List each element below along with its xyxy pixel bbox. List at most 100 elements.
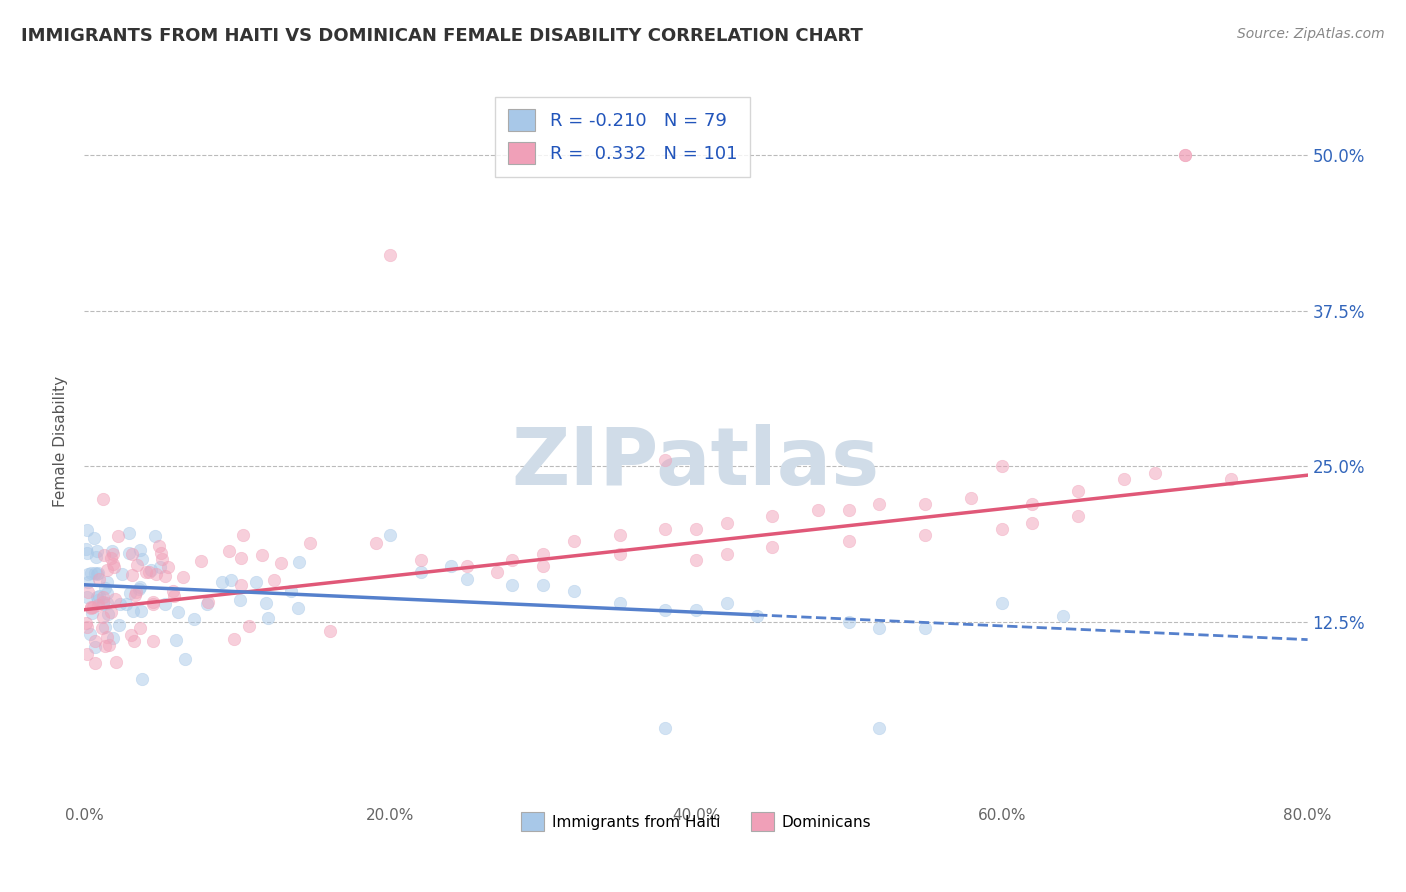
Point bbox=[1174, 148, 1197, 162]
Point bbox=[486, 566, 509, 580]
Point bbox=[229, 578, 252, 592]
Point bbox=[1174, 148, 1197, 162]
Point bbox=[143, 529, 166, 543]
Point bbox=[77, 585, 100, 599]
Point bbox=[716, 516, 738, 530]
Point bbox=[153, 568, 176, 582]
Point bbox=[229, 593, 252, 607]
Point bbox=[685, 603, 707, 617]
Point bbox=[91, 491, 114, 506]
Point bbox=[87, 589, 110, 603]
Point bbox=[79, 627, 101, 641]
Point bbox=[117, 526, 139, 541]
Point bbox=[129, 543, 152, 558]
Point bbox=[86, 593, 108, 607]
Y-axis label: Female Disability: Female Disability bbox=[53, 376, 69, 508]
Point bbox=[108, 618, 131, 632]
Point bbox=[531, 578, 554, 592]
Point bbox=[86, 544, 108, 558]
Point bbox=[366, 535, 388, 549]
Point bbox=[456, 572, 478, 586]
Point bbox=[96, 595, 118, 609]
Point bbox=[914, 497, 936, 511]
Point bbox=[440, 559, 463, 574]
Point bbox=[174, 651, 197, 665]
Text: IMMIGRANTS FROM HAITI VS DOMINICAN FEMALE DISABILITY CORRELATION CHART: IMMIGRANTS FROM HAITI VS DOMINICAN FEMAL… bbox=[21, 27, 863, 45]
Point bbox=[142, 597, 165, 611]
Point bbox=[82, 599, 104, 614]
Point bbox=[124, 588, 146, 602]
Point bbox=[685, 553, 707, 567]
Point bbox=[122, 634, 145, 648]
Point bbox=[761, 541, 783, 555]
Point bbox=[101, 544, 124, 558]
Point bbox=[93, 610, 115, 624]
Point bbox=[101, 631, 124, 645]
Point bbox=[153, 598, 176, 612]
Point bbox=[76, 620, 98, 634]
Point bbox=[125, 585, 148, 599]
Point bbox=[135, 565, 157, 579]
Point bbox=[1021, 516, 1043, 530]
Point bbox=[101, 547, 124, 561]
Point bbox=[104, 655, 127, 669]
Point bbox=[91, 597, 114, 611]
Point bbox=[654, 522, 676, 536]
Point bbox=[531, 559, 554, 574]
Point bbox=[838, 534, 860, 549]
Point bbox=[91, 595, 114, 609]
Point bbox=[139, 563, 162, 577]
Point bbox=[131, 552, 153, 566]
Point bbox=[219, 573, 242, 587]
Point bbox=[80, 600, 103, 615]
Point bbox=[120, 628, 142, 642]
Point bbox=[195, 597, 218, 611]
Point bbox=[145, 566, 167, 581]
Point bbox=[76, 590, 98, 604]
Point bbox=[456, 559, 478, 574]
Point bbox=[76, 648, 98, 662]
Point bbox=[165, 632, 187, 647]
Point bbox=[654, 721, 676, 735]
Point bbox=[991, 597, 1014, 611]
Point bbox=[76, 546, 98, 560]
Point bbox=[252, 549, 274, 563]
Point bbox=[609, 597, 631, 611]
Text: ZIPatlas: ZIPatlas bbox=[512, 425, 880, 502]
Point bbox=[127, 558, 149, 572]
Point bbox=[218, 544, 240, 558]
Point bbox=[77, 574, 100, 589]
Point bbox=[838, 615, 860, 630]
Point bbox=[118, 586, 141, 600]
Point bbox=[914, 621, 936, 635]
Point bbox=[84, 549, 107, 564]
Point bbox=[1067, 484, 1090, 499]
Point bbox=[380, 248, 402, 262]
Point bbox=[121, 604, 143, 618]
Point bbox=[197, 594, 219, 608]
Point bbox=[716, 547, 738, 561]
Point bbox=[232, 528, 254, 542]
Point bbox=[156, 559, 179, 574]
Point bbox=[96, 630, 118, 644]
Point bbox=[82, 607, 104, 621]
Point bbox=[163, 589, 186, 603]
Point bbox=[94, 639, 117, 653]
Point bbox=[807, 503, 830, 517]
Point bbox=[299, 536, 322, 550]
Point bbox=[1067, 509, 1090, 524]
Point bbox=[129, 580, 152, 594]
Point bbox=[190, 554, 212, 568]
Point bbox=[238, 619, 260, 633]
Text: Source: ZipAtlas.com: Source: ZipAtlas.com bbox=[1237, 27, 1385, 41]
Point bbox=[245, 575, 267, 590]
Point bbox=[685, 522, 707, 536]
Point bbox=[86, 566, 108, 581]
Point bbox=[287, 601, 309, 615]
Point bbox=[654, 453, 676, 467]
Point bbox=[562, 584, 585, 599]
Point bbox=[103, 560, 125, 574]
Point bbox=[229, 550, 252, 565]
Point bbox=[502, 553, 524, 567]
Point bbox=[121, 568, 143, 582]
